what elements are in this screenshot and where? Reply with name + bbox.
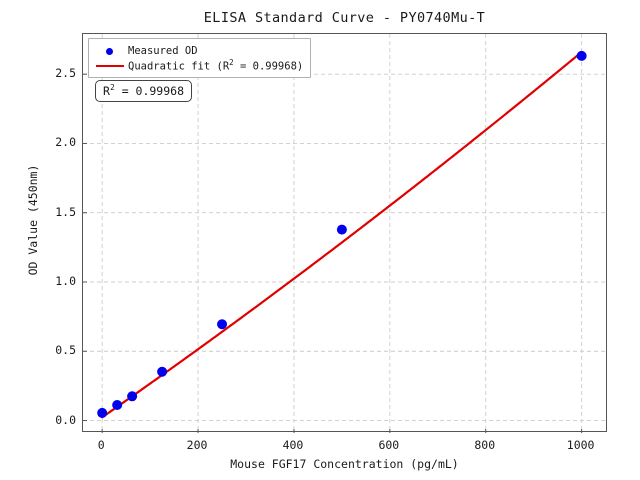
measured-od-points [97,50,587,418]
data-point [217,319,228,330]
y-tick-label: 1.5 [55,204,76,219]
y-axis-label: OD Value (450nm) [26,164,40,276]
legend-fit-suffix: = 0.99968) [233,60,304,73]
x-axis-tick-labels: 0 200 400 600 800 1000 [82,438,607,456]
x-tick-label: 0 [97,438,105,452]
data-point [336,224,347,235]
plot-svg [83,34,608,433]
legend-item-measured-od: Measured OD [95,43,303,58]
r2-prefix: R [103,83,110,98]
red-line-swatch-icon [95,59,125,72]
gridlines [83,34,608,433]
x-axis-label: Mouse FGF17 Concentration (pg/mL) [230,457,459,471]
x-tick-label: 400 [282,438,304,452]
y-tick-label: 2.0 [55,135,76,150]
quadratic-fit-line [101,50,583,419]
data-point [97,407,108,418]
data-point [112,400,123,411]
legend-item-label: Quadratic fit (R2 = 0.99968) [125,58,303,73]
data-point [576,50,587,61]
r2-annotation-box: R2 = 0.99968 [95,80,193,102]
legend-item-label: Measured OD [128,44,198,57]
y-tick-label: 2.5 [55,66,76,81]
x-tick-label: 600 [378,438,400,452]
legend-fit-prefix: Quadratic fit (R [128,60,230,73]
axis-ticks [83,73,583,433]
x-tick-label: 800 [474,438,496,452]
data-point [157,366,168,377]
blue-dot-marker-icon [95,44,125,57]
x-tick-label: 200 [186,438,208,452]
legend-item-quadratic-fit: Quadratic fit (R2 = 0.99968) [95,58,303,73]
x-tick-label: 1000 [566,438,595,452]
r2-suffix: = 0.99968 [114,83,185,98]
legend-fit-superscript: 2 [229,58,234,68]
data-point [127,391,138,402]
r2-superscript: 2 [109,83,115,92]
page-title: ELISA Standard Curve - PY0740Mu-T [203,10,486,26]
y-tick-label: 0.5 [55,343,76,358]
y-tick-label: 1.0 [55,273,76,288]
y-tick-label: 0.0 [55,412,76,427]
legend: Measured OD Quadratic fit (R2 = 0.99968) [88,38,312,78]
y-axis-tick-labels: 0.0 0.5 1.0 1.5 2.0 2.5 [28,33,76,432]
